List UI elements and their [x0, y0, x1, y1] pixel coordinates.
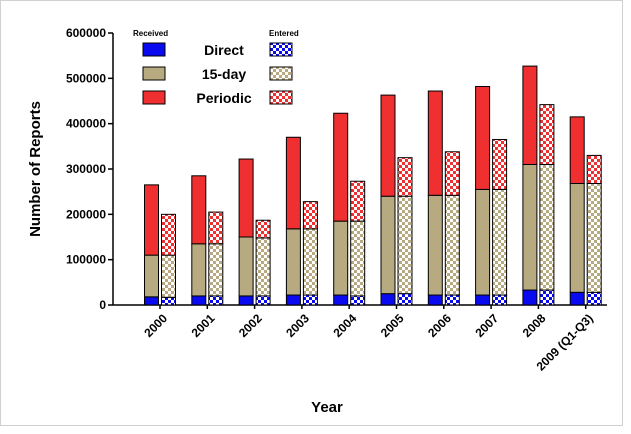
- entered-bar-segment: [586, 183, 602, 293]
- received-bar-segment: [285, 228, 301, 296]
- received-bar-segment: [569, 116, 585, 185]
- received-bar-segment: [522, 289, 538, 306]
- x-axis-title: Year: [311, 399, 343, 416]
- x-tick-label: 2000: [141, 311, 170, 340]
- received-bar-segment: [475, 188, 491, 296]
- received-bar-segment: [475, 294, 491, 306]
- legend-swatch: [269, 42, 293, 57]
- received-bar-segment: [427, 194, 443, 296]
- received-bar-segment: [144, 184, 159, 256]
- entered-bar-segment: [350, 180, 366, 222]
- received-bar-segment: [380, 195, 396, 295]
- received-bar-segment: [191, 243, 207, 297]
- entered-bar-segment: [208, 295, 224, 306]
- legend-label: Direct: [204, 42, 244, 58]
- entered-bar-segment: [586, 291, 602, 306]
- received-bar-segment: [285, 294, 301, 306]
- received-bar-segment: [238, 236, 254, 297]
- entered-bar-segment: [586, 154, 602, 185]
- entered-bar-segment: [208, 243, 224, 297]
- received-bar-segment: [475, 85, 491, 190]
- entered-bar-segment: [539, 289, 555, 306]
- y-tick-label: 600000: [66, 26, 106, 40]
- entered-bar-segment: [397, 157, 413, 197]
- entered-bar-segment: [350, 295, 366, 306]
- received-bar-segment: [522, 65, 538, 165]
- y-tick-label: 300000: [66, 162, 106, 176]
- x-tick-label: 2008: [520, 311, 549, 340]
- received-bar-segment: [333, 294, 349, 306]
- entered-bar-segment: [255, 219, 271, 239]
- y-axis-title: Number of Reports: [27, 101, 44, 237]
- received-bar-segment: [238, 295, 254, 306]
- received-bar-segment: [380, 293, 396, 306]
- y-tick-label: 400000: [66, 117, 106, 131]
- x-tick-label: 2004: [331, 311, 360, 340]
- legend-label: 15-day: [202, 66, 247, 82]
- legend-group-label: Received: [133, 29, 168, 38]
- entered-bar-segment: [397, 195, 413, 295]
- entered-bar-segment: [302, 228, 318, 296]
- legend-swatch: [142, 66, 166, 81]
- entered-bar-segment: [350, 220, 366, 297]
- x-tick-label: 2001: [189, 311, 218, 340]
- entered-bar-segment: [255, 237, 271, 297]
- received-bar-segment: [144, 254, 159, 298]
- received-bar-segment: [522, 163, 538, 291]
- entered-bar-segment: [539, 163, 555, 291]
- entered-bar-segment: [444, 294, 460, 306]
- received-bar-segment: [380, 94, 396, 197]
- received-bar-segment: [238, 158, 254, 238]
- received-bar-segment: [191, 295, 207, 306]
- entered-bar-segment: [302, 201, 318, 230]
- y-tick-label: 200000: [66, 207, 106, 221]
- entered-bar-segment: [492, 139, 508, 190]
- received-bar-segment: [144, 296, 159, 306]
- received-bar-segment: [427, 294, 443, 306]
- y-tick-label: 0: [99, 298, 106, 312]
- legend-swatch: [269, 66, 293, 81]
- x-tick-label: 2003: [283, 311, 312, 340]
- y-tick-label: 100000: [66, 253, 106, 267]
- received-bar-segment: [427, 90, 443, 196]
- received-bar-segment: [569, 183, 585, 293]
- entered-bar-segment: [444, 151, 460, 196]
- received-bar-segment: [191, 175, 207, 245]
- x-tick-label: 2005: [378, 311, 407, 340]
- received-bar-segment: [285, 136, 301, 230]
- received-bar-segment: [333, 220, 349, 296]
- entered-bar-segment: [255, 295, 271, 306]
- entered-bar-segment: [397, 293, 413, 306]
- x-tick-label: 2006: [425, 311, 454, 340]
- entered-bar-segment: [539, 104, 555, 165]
- entered-bar-segment: [208, 211, 224, 245]
- legend-swatch: [142, 42, 166, 57]
- legend-swatch: [142, 90, 166, 105]
- entered-bar-segment: [161, 213, 176, 256]
- entered-bar-segment: [492, 188, 508, 296]
- legend-group-label: Entered: [269, 29, 299, 38]
- entered-bar-segment: [444, 194, 460, 296]
- legend-label: Periodic: [196, 90, 251, 106]
- entered-bar-segment: [161, 296, 176, 306]
- received-bar-segment: [333, 112, 349, 222]
- y-tick-label: 500000: [66, 71, 106, 85]
- legend-swatch: [269, 90, 293, 105]
- x-tick-label: 2002: [236, 311, 265, 340]
- received-bar-segment: [569, 291, 585, 306]
- entered-bar-segment: [302, 294, 318, 306]
- entered-bar-segment: [492, 294, 508, 306]
- frame: [0, 0, 623, 426]
- x-tick-label: 2007: [472, 311, 501, 340]
- entered-bar-segment: [161, 254, 176, 298]
